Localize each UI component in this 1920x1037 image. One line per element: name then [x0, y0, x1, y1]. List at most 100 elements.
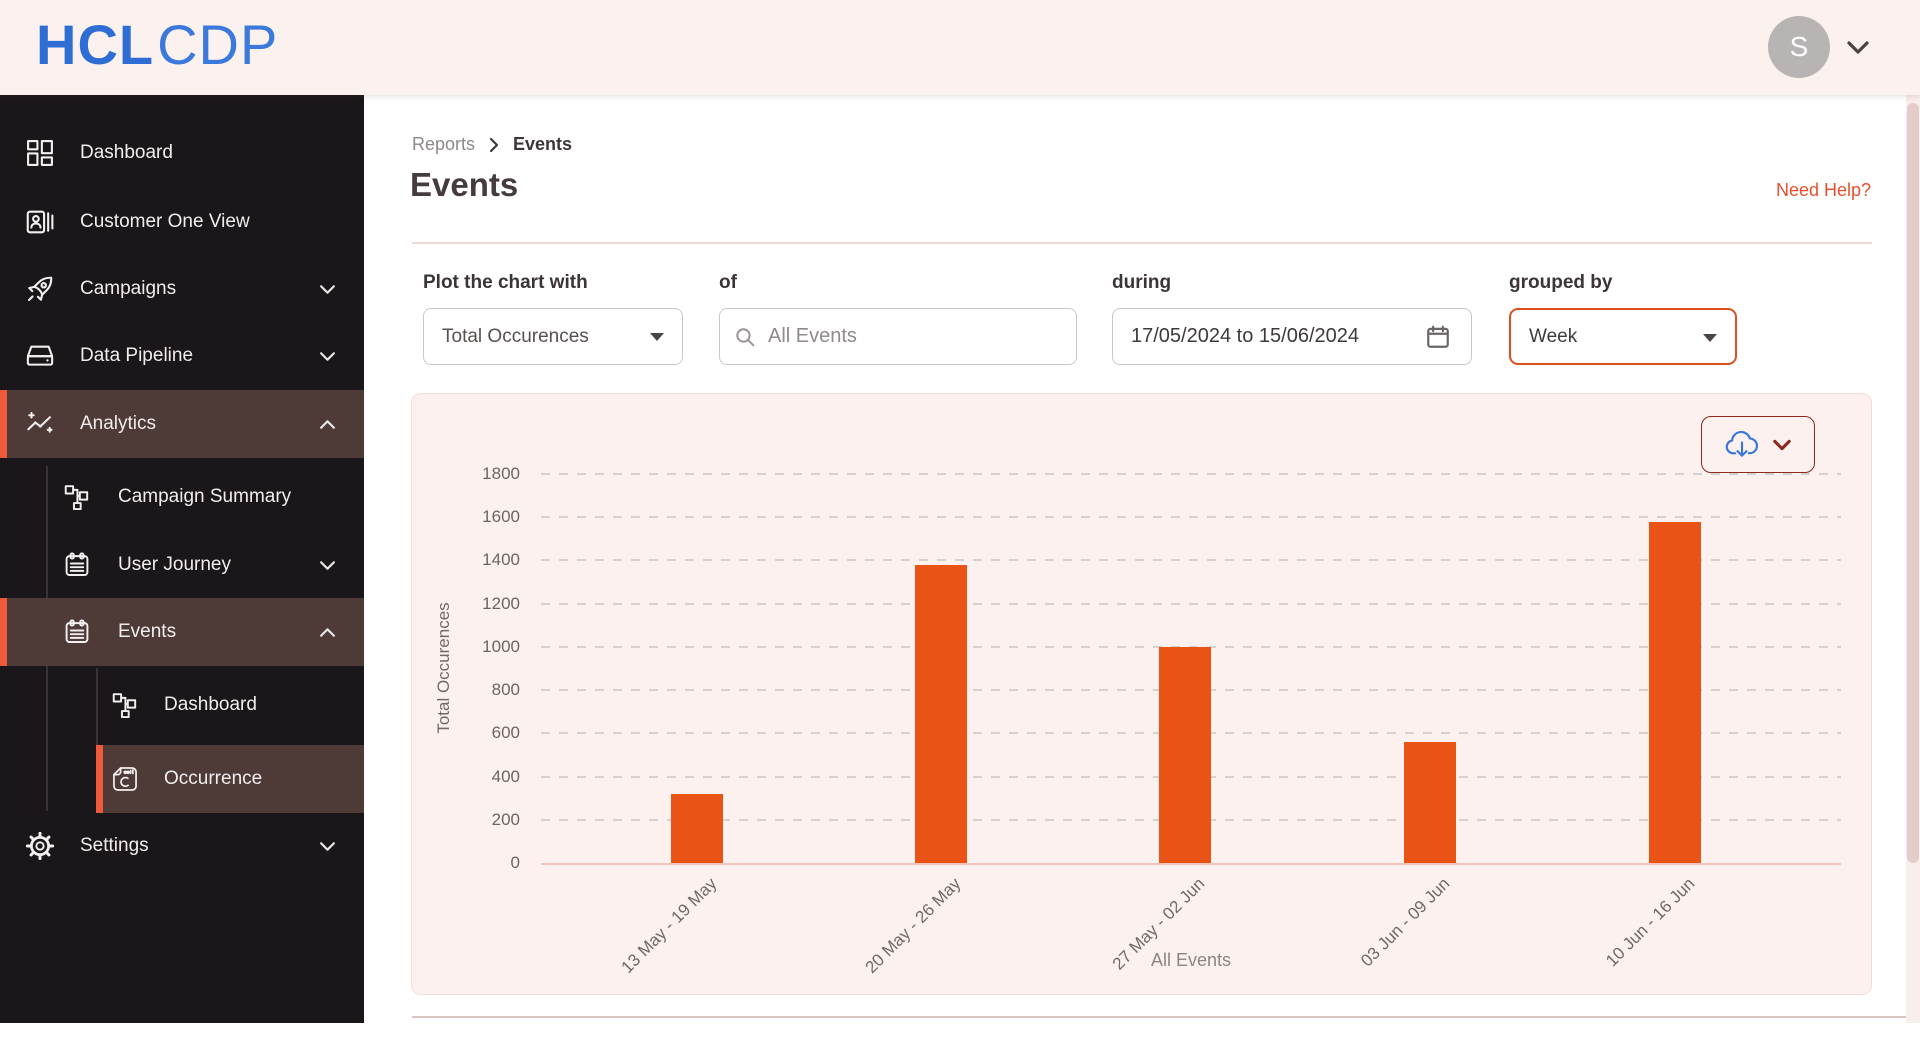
gridline — [541, 516, 1841, 519]
sidebar-item-user-journey[interactable]: User Journey — [0, 531, 364, 599]
sidebar-item-events[interactable]: Events — [0, 598, 364, 666]
sidebar: Dashboard Customer One View Campaigns Data … — [0, 95, 364, 1023]
y-tick-label: 600 — [491, 723, 520, 743]
sidebar-item-label: Analytics — [80, 413, 157, 434]
gridline — [541, 473, 1841, 475]
chevron-right-icon — [489, 137, 499, 153]
sidebar-item-label: Settings — [80, 835, 149, 856]
sidebar-item-dashboard[interactable]: Dashboard — [0, 119, 364, 187]
y-tick-label: 1600 — [482, 507, 520, 527]
sidebar-item-label: Campaign Summary — [118, 486, 292, 507]
y-tick-label: 1200 — [482, 593, 520, 613]
calendar-icon — [64, 552, 90, 578]
y-tick-label: 1800 — [482, 464, 520, 483]
x-axis-line — [541, 863, 1841, 865]
grouped-by-label: grouped by — [1509, 272, 1613, 293]
sidebar-item-dashboard-sub[interactable]: Dashboard — [0, 671, 364, 739]
chevron-up-icon — [319, 627, 336, 638]
analytics-sparkline-icon — [26, 410, 54, 438]
rocket-icon — [26, 275, 54, 303]
chevron-down-icon — [319, 351, 336, 362]
scrollbar-thumb[interactable] — [1907, 103, 1919, 863]
event-search-box[interactable] — [719, 308, 1077, 365]
calendar-icon — [64, 619, 90, 645]
sidebar-item-label: User Journey — [118, 554, 231, 575]
user-menu-chevron-icon[interactable] — [1845, 40, 1871, 55]
breadcrumb-current: Events — [513, 134, 573, 154]
sidebar-item-label: Occurrence — [164, 768, 263, 789]
gridline — [541, 559, 1841, 562]
group-by-value: Week — [1529, 325, 1578, 347]
bar-chart: Total Occurences All Events 0 200 400 600 80… — [412, 394, 1871, 994]
avatar[interactable]: S — [1768, 16, 1830, 78]
gridline — [541, 645, 1841, 648]
gear-icon — [26, 832, 54, 860]
event-search-input[interactable] — [766, 324, 1050, 349]
app-header: HCLCDP S — [0, 0, 1920, 95]
x-axis-title: All Events — [1150, 950, 1232, 970]
group-by-select[interactable]: Week — [1509, 308, 1737, 365]
y-tick-label: 400 — [491, 766, 520, 786]
metric-select[interactable]: Total Occurences — [423, 308, 683, 365]
gridline — [541, 602, 1841, 605]
sidebar-item-campaign-summary[interactable]: Campaign Summary — [0, 463, 364, 531]
app-logo[interactable]: HCLCDP — [36, 12, 278, 77]
page-title: Events — [410, 166, 519, 203]
search-icon — [736, 327, 755, 346]
sidebar-item-campaigns[interactable]: Campaigns — [0, 255, 364, 323]
sidebar-item-settings[interactable]: Settings — [0, 812, 364, 880]
sidebar-item-label: Events — [118, 621, 177, 642]
chevron-down-icon — [319, 560, 336, 571]
date-range-input[interactable] — [1129, 324, 1423, 349]
y-tick-label: 1400 — [482, 550, 520, 570]
during-label: during — [1112, 272, 1172, 293]
metric-select-value: Total Occurences — [442, 325, 589, 347]
chevron-down-icon — [1772, 439, 1792, 451]
plot-with-label: Plot the chart with — [423, 272, 588, 293]
dashboard-grid-icon — [26, 139, 54, 167]
chart-bar[interactable] — [1649, 522, 1701, 863]
customer-card-icon — [26, 208, 54, 236]
download-button[interactable] — [1701, 416, 1815, 473]
y-tick-label: 200 — [491, 809, 520, 829]
sitemap-icon — [64, 484, 90, 510]
chevron-up-icon — [319, 419, 336, 430]
sidebar-item-data-pipeline[interactable]: Data Pipeline — [0, 322, 364, 390]
y-tick-label: 800 — [491, 680, 520, 700]
report-icon — [112, 766, 138, 792]
logo-hcl: HCL — [36, 13, 155, 76]
sidebar-item-label: Campaigns — [80, 278, 177, 299]
chart-bar[interactable] — [1159, 647, 1211, 863]
sidebar-item-analytics[interactable]: Analytics — [0, 390, 364, 458]
sidebar-item-label: Dashboard — [164, 694, 257, 715]
active-indicator — [96, 745, 103, 813]
chart-bar[interactable] — [671, 794, 723, 863]
sidebar-item-occurrence-sub[interactable]: Occurrence — [96, 745, 364, 813]
chevron-down-icon — [319, 284, 336, 295]
sitemap-icon — [112, 692, 138, 718]
drive-icon — [26, 342, 54, 370]
active-indicator — [0, 598, 7, 666]
chart-panel: Total Occurences All Events 0 200 400 600 80… — [411, 393, 1872, 995]
sidebar-item-customer-one-view[interactable]: Customer One View — [0, 188, 364, 256]
logo-cdp: CDP — [157, 13, 279, 76]
need-help-link[interactable]: Need Help? — [1776, 180, 1872, 200]
chevron-down-icon — [319, 841, 336, 852]
header-divider — [412, 242, 1872, 244]
calendar-icon[interactable] — [1425, 324, 1451, 350]
chart-bar[interactable] — [915, 565, 967, 863]
section-divider — [412, 1016, 1920, 1018]
caret-down-icon — [650, 333, 664, 341]
sidebar-item-label: Data Pipeline — [80, 345, 194, 366]
cloud-download-icon — [1724, 429, 1760, 460]
y-tick-label: 0 — [510, 853, 520, 872]
chart-bar[interactable] — [1404, 742, 1456, 863]
date-range-field[interactable] — [1112, 308, 1472, 365]
caret-down-icon — [1703, 334, 1717, 342]
nav-group-line — [96, 668, 98, 747]
sidebar-item-label: Customer One View — [80, 211, 250, 232]
active-indicator — [0, 390, 7, 458]
y-axis-title: Total Occurences — [434, 602, 453, 734]
of-label: of — [719, 272, 737, 293]
breadcrumb-reports[interactable]: Reports — [412, 134, 476, 154]
